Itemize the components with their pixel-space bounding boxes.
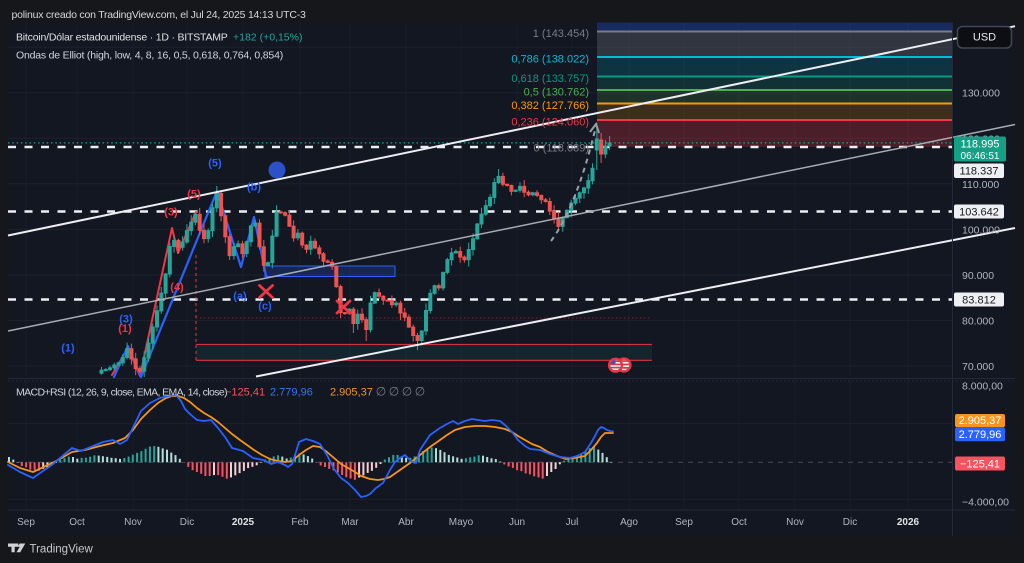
svg-text:∅: ∅	[402, 385, 412, 399]
svg-text:0,618 (133.757): 0,618 (133.757)	[511, 73, 589, 85]
svg-text:83.812: 83.812	[962, 295, 996, 307]
svg-text:2025: 2025	[232, 517, 255, 528]
svg-text:−4.000,00: −4.000,00	[962, 497, 1009, 509]
svg-text:Jun: Jun	[509, 517, 525, 528]
svg-text:(3): (3)	[164, 207, 178, 219]
svg-text:118.995: 118.995	[961, 139, 1000, 151]
svg-text:80.000: 80.000	[962, 316, 994, 328]
svg-text:2026: 2026	[897, 517, 920, 528]
svg-text:(a): (a)	[233, 291, 247, 303]
svg-text:0,382 (127.766): 0,382 (127.766)	[511, 100, 589, 112]
svg-text:0 (118.089): 0 (118.089)	[534, 143, 589, 155]
svg-text:(1): (1)	[61, 343, 75, 355]
svg-text:Oct: Oct	[731, 517, 747, 528]
svg-text:1 (143.454): 1 (143.454)	[533, 28, 589, 40]
svg-text:Sep: Sep	[675, 517, 693, 528]
svg-text:polinux creado con TradingView: polinux creado con TradingView.com, el J…	[12, 9, 307, 21]
svg-text:MACD+RSI (12, 26, 9, close, EM: MACD+RSI (12, 26, 9, close, EMA, EMA, 14…	[16, 387, 227, 399]
svg-text:0,5 (130.762): 0,5 (130.762)	[524, 87, 589, 99]
svg-text:0,786 (138.022): 0,786 (138.022)	[511, 54, 589, 66]
svg-text:Oct: Oct	[69, 517, 85, 528]
svg-text:103.642: 103.642	[959, 207, 999, 219]
svg-text:Dic: Dic	[180, 517, 194, 528]
svg-text:Mar: Mar	[341, 517, 359, 528]
svg-text:Nov: Nov	[786, 517, 804, 528]
svg-text:Ondas de Elliot (high, low, 4,: Ondas de Elliot (high, low, 4, 8, 16, 0,…	[16, 50, 283, 62]
svg-text:+182 (+0,15%): +182 (+0,15%)	[233, 32, 302, 44]
svg-text:(5): (5)	[187, 189, 201, 201]
svg-text:70.000: 70.000	[962, 361, 994, 373]
svg-text:130.000: 130.000	[962, 88, 1000, 100]
svg-text:2.905,37: 2.905,37	[959, 415, 1002, 427]
svg-text:(3): (3)	[119, 314, 133, 326]
svg-text:Nov: Nov	[124, 517, 142, 528]
svg-text:Feb: Feb	[291, 517, 309, 528]
svg-text:∅: ∅	[415, 385, 425, 399]
svg-text:(4): (4)	[170, 282, 184, 294]
svg-text:06:46:51: 06:46:51	[961, 151, 1000, 162]
svg-text:Jul: Jul	[566, 517, 579, 528]
svg-text:∅: ∅	[389, 385, 399, 399]
svg-text:(c): (c)	[258, 301, 272, 313]
svg-text:USD: USD	[973, 32, 996, 44]
svg-text:(b): (b)	[247, 182, 261, 194]
svg-text:−125,41: −125,41	[960, 458, 1000, 470]
svg-text:∅: ∅	[376, 385, 386, 399]
svg-text:2.779,96: 2.779,96	[959, 429, 1002, 441]
svg-text:(5): (5)	[208, 158, 222, 170]
svg-text:Sep: Sep	[17, 517, 35, 528]
svg-text:Ago: Ago	[620, 517, 638, 528]
svg-text:Bitcoin/Dólar estadounidense ·: Bitcoin/Dólar estadounidense · 1D · BITS…	[16, 32, 228, 44]
svg-text:0,236 (124.060): 0,236 (124.060)	[511, 117, 589, 129]
svg-text:118.337: 118.337	[960, 166, 999, 178]
svg-text:100.000: 100.000	[962, 224, 1000, 236]
svg-text:Mayo: Mayo	[449, 517, 474, 528]
svg-text:Abr: Abr	[398, 517, 414, 528]
svg-text:2.779,96: 2.779,96	[270, 387, 313, 399]
svg-text:(1): (1)	[118, 323, 132, 335]
svg-text:2.905,37: 2.905,37	[330, 387, 373, 399]
svg-text:110.000: 110.000	[962, 179, 999, 191]
svg-text:90.000: 90.000	[962, 270, 994, 282]
svg-text:−125,41: −125,41	[225, 387, 265, 399]
svg-text:8.000,00: 8.000,00	[962, 381, 1003, 393]
svg-text:Dic: Dic	[843, 517, 857, 528]
svg-text:TradingView: TradingView	[30, 544, 94, 556]
